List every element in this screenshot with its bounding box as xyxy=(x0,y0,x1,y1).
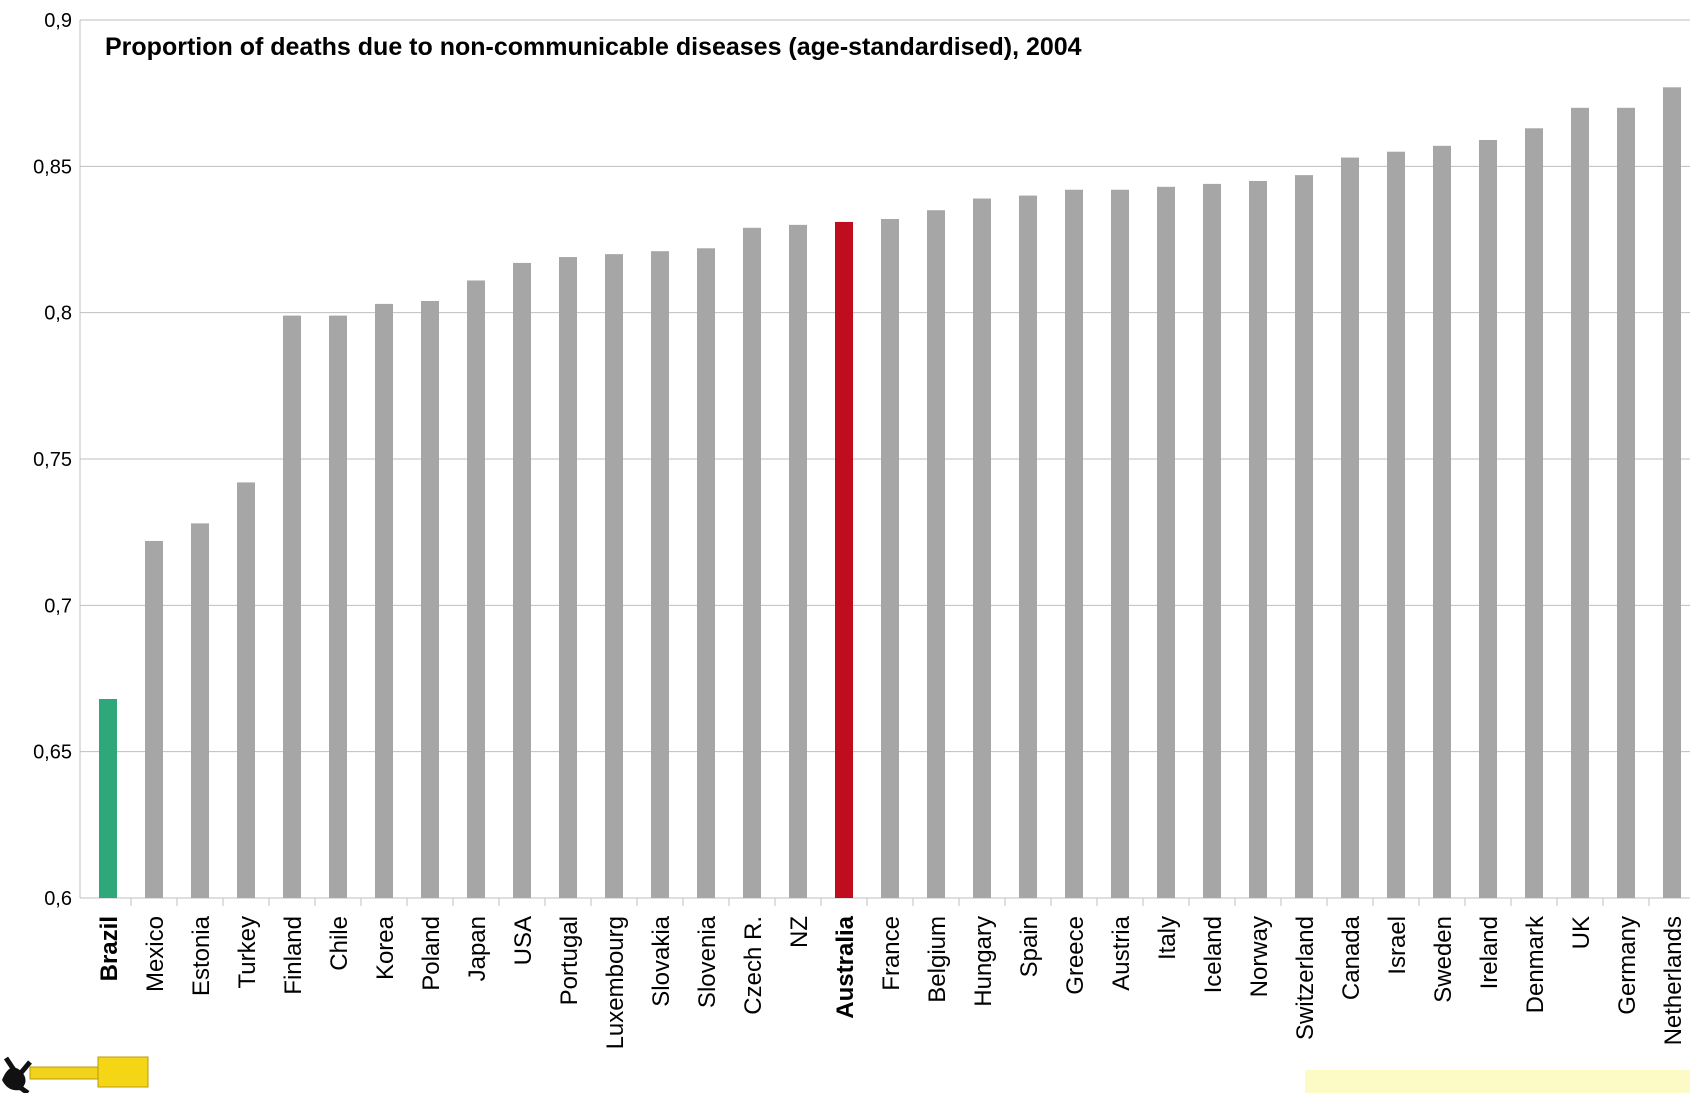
bar-sweden xyxy=(1433,145,1451,898)
bar-netherlands xyxy=(1663,87,1681,898)
bar-germany xyxy=(1617,107,1635,899)
y-tick-label: 0,9 xyxy=(44,10,72,32)
bar-brazil xyxy=(99,698,117,898)
bar-austria xyxy=(1111,189,1129,898)
bar-israel xyxy=(1387,151,1405,898)
bar-france xyxy=(881,219,899,899)
x-tick-label: Slovenia xyxy=(694,915,721,1008)
x-tick-label: USA xyxy=(510,916,537,965)
x-tick-label: Japan xyxy=(464,916,491,981)
x-tick-label: Finland xyxy=(280,916,307,995)
x-tick-label: Austria xyxy=(1108,915,1135,990)
highlight-box xyxy=(1305,1070,1690,1093)
x-tick-label: Slovakia xyxy=(648,915,675,1006)
x-tick-label: Chile xyxy=(326,916,353,971)
x-tick-label: Greece xyxy=(1062,916,1089,995)
x-tick-label: Hungary xyxy=(970,916,997,1007)
x-tick-label: Canada xyxy=(1338,915,1365,1000)
bar-finland xyxy=(283,315,301,898)
y-tick-label: 0,65 xyxy=(33,742,72,764)
x-tick-label: Denmark xyxy=(1522,915,1549,1013)
x-tick-label: Czech R. xyxy=(740,916,767,1015)
x-tick-label: Belgium xyxy=(924,916,951,1003)
x-tick-label: Estonia xyxy=(188,915,215,996)
x-tick-label: UK xyxy=(1568,916,1595,949)
y-tick-label: 0,7 xyxy=(44,595,72,617)
bar-slovakia xyxy=(651,251,669,898)
y-tick-label: 0,8 xyxy=(44,303,72,325)
bar-japan xyxy=(467,280,485,898)
bar-iceland xyxy=(1203,183,1221,899)
bar-slovenia xyxy=(697,248,715,898)
x-tick-label: Australia xyxy=(832,915,859,1018)
x-tick-label: Brazil xyxy=(96,916,123,981)
bar-italy xyxy=(1157,186,1175,898)
x-tick-label: Korea xyxy=(372,915,399,980)
bar-denmark xyxy=(1525,128,1543,898)
bar-australia xyxy=(835,221,853,898)
x-tick-label: Ireland xyxy=(1476,916,1503,989)
y-tick-label: 0,85 xyxy=(33,156,72,178)
telescope-logo-icon xyxy=(2,1056,149,1093)
x-tick-label: Israel xyxy=(1384,916,1411,975)
x-tick-label: NZ xyxy=(786,916,813,948)
bar-mexico xyxy=(145,540,163,898)
x-tick-label: Mexico xyxy=(142,916,169,992)
y-tick-label: 0,6 xyxy=(44,888,72,910)
x-tick-label: Poland xyxy=(418,916,445,991)
bar-poland xyxy=(421,300,439,899)
bar-norway xyxy=(1249,180,1267,898)
x-axis-labels: Brazil Mexico Estonia Turkey Finland Chile Kor… xyxy=(96,915,1687,1049)
chart-title: Proportion of deaths due to non-communic… xyxy=(105,33,1082,61)
x-tick-label: Italy xyxy=(1154,916,1181,960)
bar-nz xyxy=(789,224,807,898)
bar-uk xyxy=(1571,107,1589,899)
bar-belgium xyxy=(927,210,945,898)
y-tick-label: 0,75 xyxy=(33,449,72,471)
bars xyxy=(99,87,1681,899)
bar-spain xyxy=(1019,195,1037,899)
bar-ireland xyxy=(1479,139,1497,898)
bar-portugal xyxy=(559,257,577,898)
bar-hungary xyxy=(973,198,991,898)
x-tick-label: Iceland xyxy=(1200,916,1227,993)
x-tick-label: Luxembourg xyxy=(602,916,629,1049)
x-tick-label: Turkey xyxy=(234,916,261,988)
bar-turkey xyxy=(237,482,255,898)
x-tick-label: Portugal xyxy=(556,916,583,1005)
bar-estonia xyxy=(191,523,209,898)
bar-korea xyxy=(375,303,393,898)
bar-canada xyxy=(1341,157,1359,898)
x-tick-label: Germany xyxy=(1614,916,1641,1015)
bar-chile xyxy=(329,315,347,898)
y-axis-ticks: 0,6 0,65 0,7 0,75 0,8 0,85 0,9 xyxy=(33,10,72,910)
x-tick-label: France xyxy=(878,916,905,991)
bar-czech-r xyxy=(743,227,761,898)
x-tick-label: Switzerland xyxy=(1292,916,1319,1040)
bar-greece xyxy=(1065,189,1083,898)
bar-luxembourg xyxy=(605,254,623,899)
bar-switzerland xyxy=(1295,175,1313,898)
x-tick-label: Spain xyxy=(1016,916,1043,977)
bar-usa xyxy=(513,262,531,898)
x-tick-label: Norway xyxy=(1246,916,1273,997)
x-tick-label: Netherlands xyxy=(1660,916,1687,1045)
x-tick-label: Sweden xyxy=(1430,916,1457,1003)
